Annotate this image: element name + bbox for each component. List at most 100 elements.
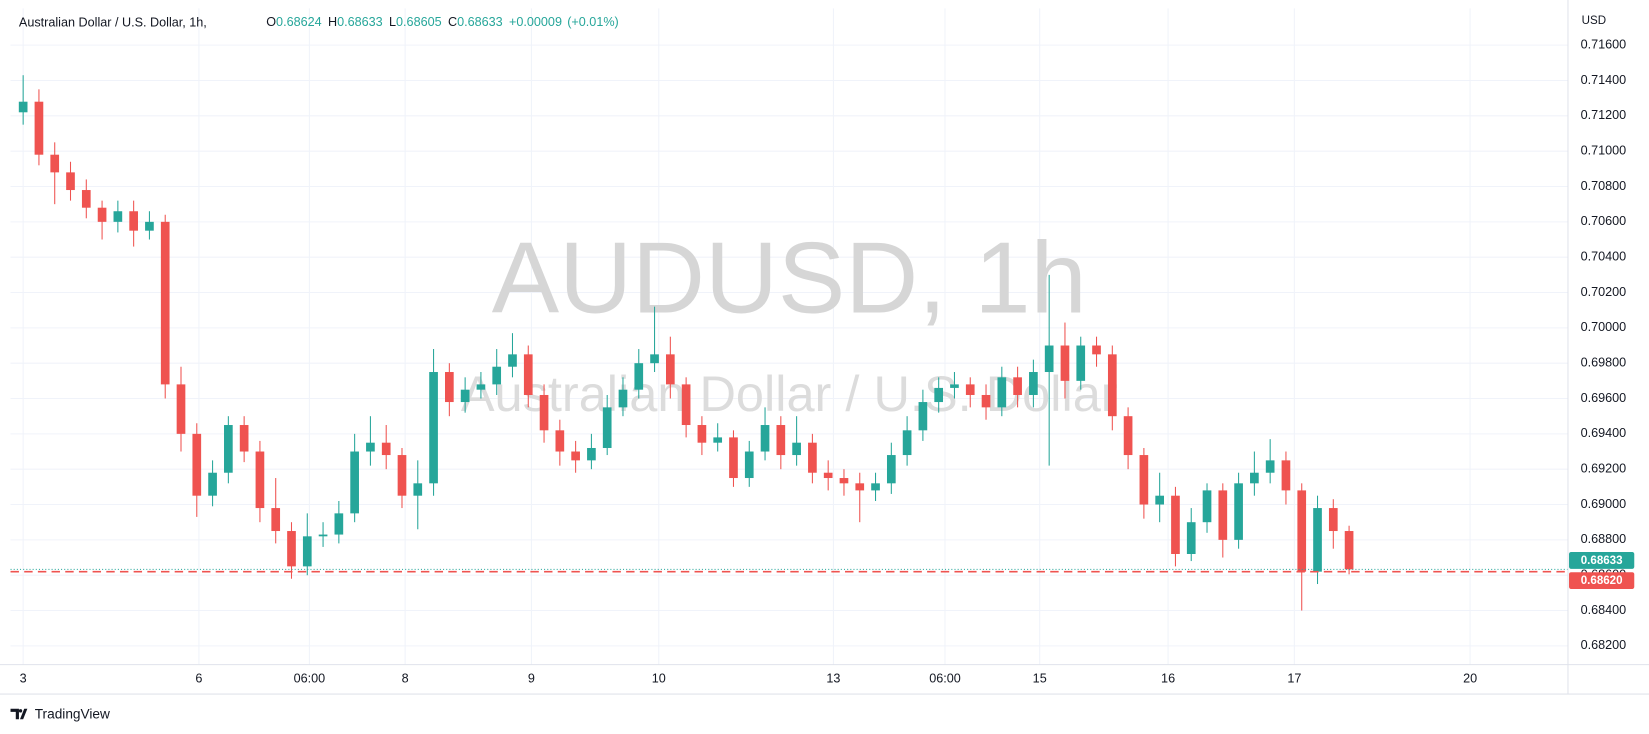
candle-body [271, 508, 281, 532]
candle-body [192, 433, 202, 496]
candle-body [1250, 472, 1259, 484]
candle [192, 423, 202, 517]
y-tick-label: 0.71400 [1581, 73, 1627, 87]
candle [1123, 407, 1133, 470]
candle-body [1029, 372, 1038, 395]
candle [650, 306, 659, 373]
currency: USD [1582, 15, 1606, 27]
candle-body [1171, 495, 1180, 554]
candle-body [792, 442, 801, 456]
y-tick-label: 0.69200 [1581, 462, 1627, 476]
candle [255, 440, 265, 523]
change-pct: (+0.01%) [567, 15, 619, 29]
x-tick-label: 3 [20, 672, 27, 686]
y-tick-label: 0.68800 [1581, 532, 1627, 546]
candle-body [902, 430, 912, 456]
candle [634, 349, 644, 399]
x-tick-label: 6 [195, 672, 202, 686]
candle [934, 377, 944, 413]
candle [792, 416, 801, 466]
candle [66, 161, 75, 201]
candle [729, 430, 738, 487]
candle-body [1202, 490, 1212, 523]
candle-body [855, 483, 865, 491]
y-tick-label: 0.71200 [1581, 108, 1627, 122]
candle-body [634, 363, 644, 390]
candle [886, 442, 896, 494]
candle [523, 345, 533, 408]
candle [271, 478, 281, 544]
candle [997, 366, 1007, 417]
tv-logo [10, 708, 28, 720]
candle [460, 377, 470, 413]
candle [366, 416, 375, 466]
y-tick-label: 0.71600 [1581, 37, 1627, 51]
candle [713, 423, 723, 452]
candle [823, 460, 833, 491]
candle [1076, 336, 1086, 390]
candle-body [918, 402, 928, 431]
candle-body [950, 384, 959, 388]
candle [1171, 486, 1180, 567]
candle-body [587, 447, 596, 461]
candle-body [160, 221, 170, 385]
candle [587, 433, 596, 470]
candle [113, 200, 123, 233]
candle [871, 472, 880, 501]
candle-body [18, 101, 28, 113]
candle [665, 336, 675, 399]
candle [1328, 499, 1338, 549]
y-tick-label: 0.69800 [1581, 356, 1627, 370]
candle-body [602, 407, 612, 448]
candle [1044, 274, 1054, 466]
candle [618, 377, 628, 417]
candle-body [571, 451, 580, 461]
candle-body [744, 451, 754, 479]
candle [760, 407, 770, 461]
candle [1029, 359, 1038, 408]
plot [10, 75, 1568, 611]
y-tick-label: 0.69000 [1581, 497, 1627, 511]
header-ohlc: O0.68624 H0.68633 L0.68605 C0.68633 +0.00009… [266, 15, 619, 29]
candle [776, 416, 786, 470]
candle-body [997, 377, 1007, 408]
candle [1218, 483, 1228, 558]
candle-body [729, 437, 738, 479]
candle-body [50, 154, 60, 173]
candle-body [429, 372, 438, 484]
candle-body [1313, 508, 1322, 572]
watermark-description: Australian Dollar / U.S. Dollar [461, 365, 1118, 422]
ohlc-key: O [266, 15, 276, 29]
candle-body [129, 211, 138, 231]
candle-body [760, 425, 770, 452]
candle [1297, 483, 1307, 611]
candle-body [81, 190, 91, 208]
y-tick-label: 0.70800 [1581, 179, 1627, 193]
header-title: Australian Dollar / U.S. Dollar, 1h, [19, 15, 207, 29]
candle [129, 200, 138, 247]
x-tick-label: 15 [1033, 672, 1047, 686]
candle-body [302, 536, 312, 567]
candle-body [1092, 345, 1101, 355]
candle-body [776, 425, 786, 456]
candle [555, 419, 565, 466]
candle [965, 377, 975, 408]
candle [429, 349, 438, 496]
candle-body [1107, 354, 1117, 417]
candle [697, 416, 707, 456]
candle-body [618, 389, 628, 408]
x-tick-label: 20 [1463, 672, 1477, 686]
candle-body [287, 531, 296, 567]
candle-body [1281, 460, 1291, 491]
candle [1344, 525, 1354, 575]
candle-body [208, 472, 217, 496]
ohlc-value: 0.68624 [276, 15, 322, 29]
candle [855, 472, 865, 523]
candle [239, 416, 249, 463]
candle-body [555, 430, 565, 452]
candle [839, 469, 849, 496]
candle-body [665, 354, 675, 385]
candle-body [460, 389, 470, 403]
candle-body [1234, 483, 1243, 540]
